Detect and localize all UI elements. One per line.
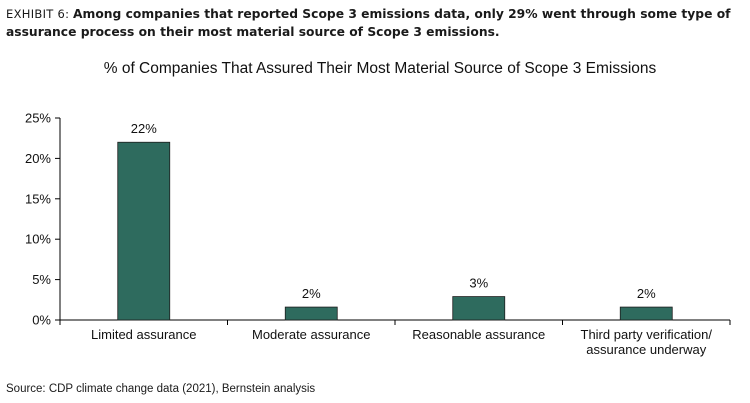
bar — [284, 306, 338, 321]
bar — [452, 296, 506, 321]
y-tick-label: 0% — [32, 313, 51, 328]
x-tick-label: Third party verification/ — [581, 327, 713, 342]
x-tick-label: Moderate assurance — [252, 327, 371, 342]
bar — [117, 141, 171, 321]
y-tick-label: 15% — [25, 191, 51, 206]
y-tick-label: 20% — [25, 151, 51, 166]
y-tick-label: 25% — [25, 111, 51, 126]
chart-title: % of Companies That Assured Their Most M… — [103, 60, 657, 77]
data-label: 2% — [302, 286, 321, 301]
y-tick-label: 10% — [25, 232, 51, 247]
data-label: 3% — [469, 276, 488, 291]
x-tick-label: assurance underway — [586, 342, 706, 357]
exhibit-label: EXHIBIT 6: — [6, 7, 70, 21]
x-tick-label: Limited assurance — [91, 327, 197, 342]
bar — [619, 306, 673, 321]
y-tick-label: 5% — [32, 272, 51, 287]
data-label: 22% — [131, 121, 157, 136]
data-label: 2% — [637, 286, 656, 301]
source-note: Source: CDP climate change data (2021), … — [6, 383, 316, 395]
x-tick-label: Reasonable assurance — [412, 327, 545, 342]
exhibit-headline: Among companies that reported Scope 3 em… — [6, 7, 731, 39]
exhibit-header: EXHIBIT 6: Among companies that reported… — [6, 5, 746, 41]
